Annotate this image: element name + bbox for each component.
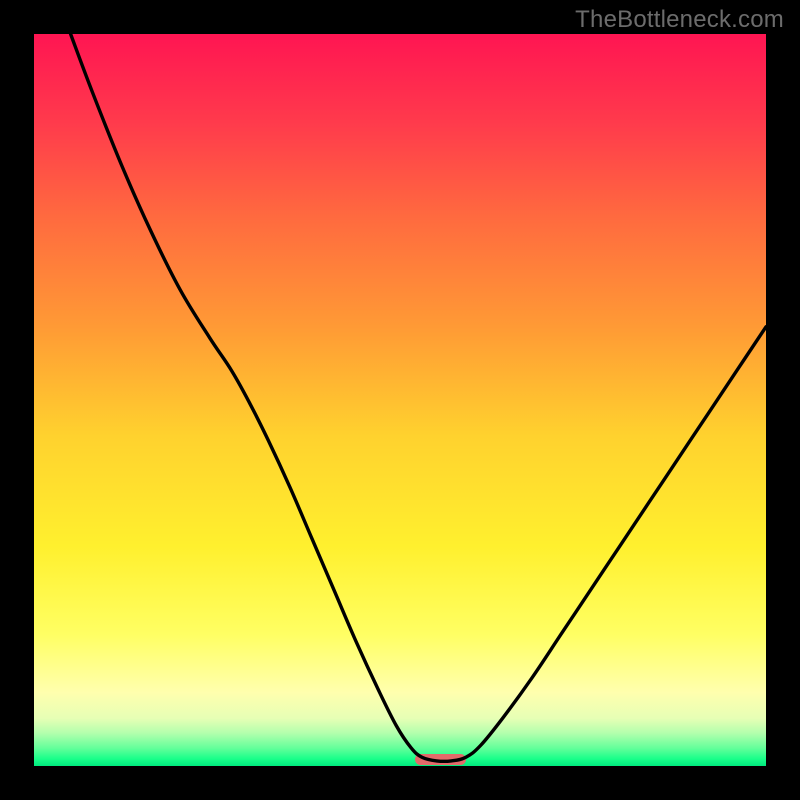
- plot-area: [34, 34, 766, 766]
- chart-frame: TheBottleneck.com: [0, 0, 800, 800]
- bottleneck-curve: [34, 34, 766, 766]
- watermark-text: TheBottleneck.com: [575, 6, 784, 34]
- curve-path: [71, 34, 766, 761]
